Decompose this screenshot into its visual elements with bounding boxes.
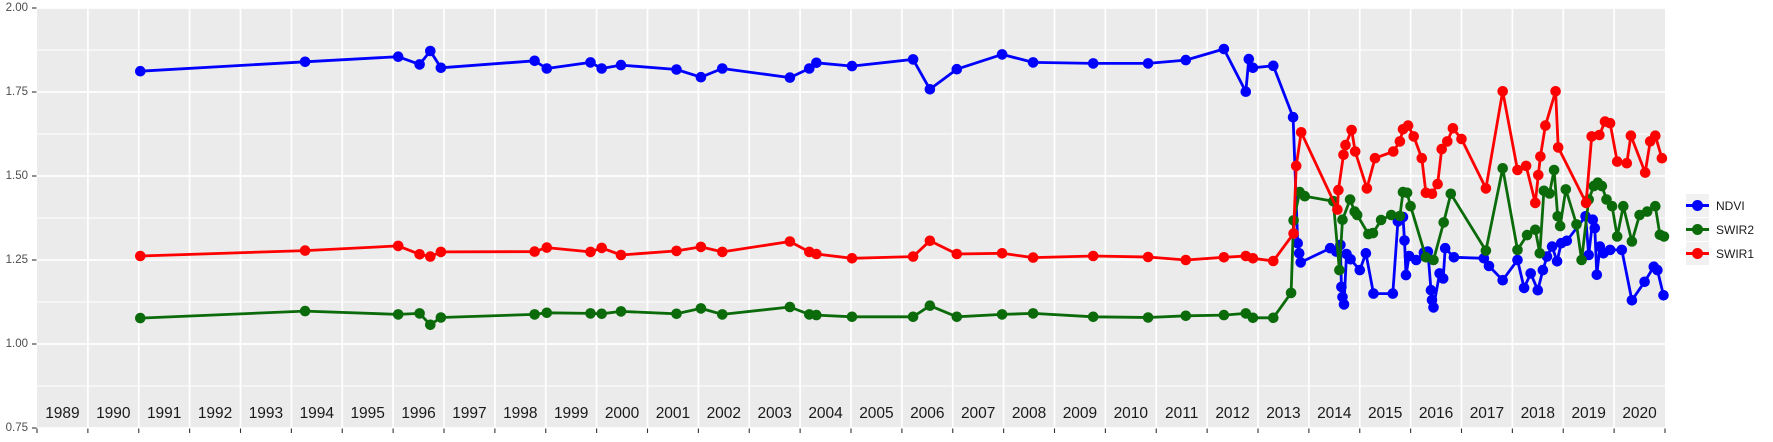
year-labels: 1989 1990 1991 1992 1993 1994 1995 1996 1997 1998… (45, 405, 1657, 422)
svg-text:2014: 2014 (1317, 405, 1352, 422)
svg-text:1994: 1994 (300, 405, 335, 422)
svg-text:1995: 1995 (350, 405, 384, 422)
legend-item-swir1: SWIR1 (1686, 242, 1754, 265)
point-glyph-icon (1692, 200, 1703, 211)
legend-key-swir2-icon (1686, 218, 1709, 241)
svg-text:2003: 2003 (757, 405, 791, 422)
svg-text:1.75: 1.75 (6, 86, 28, 98)
svg-text:2018: 2018 (1521, 405, 1555, 422)
svg-text:2005: 2005 (859, 405, 893, 422)
svg-text:2013: 2013 (1266, 405, 1300, 422)
svg-text:2002: 2002 (707, 405, 741, 422)
svg-text:1989: 1989 (45, 405, 79, 422)
axis-ticks (32, 7, 1666, 433)
legend-item-swir2: SWIR2 (1686, 218, 1754, 241)
svg-text:1991: 1991 (147, 405, 181, 422)
svg-text:1999: 1999 (554, 405, 588, 422)
legend-key-ndvi-icon (1686, 194, 1709, 217)
legend-item-ndvi: NDVI (1686, 194, 1754, 217)
svg-text:2006: 2006 (910, 405, 944, 422)
legend-label-swir2: SWIR2 (1716, 222, 1755, 237)
svg-text:1.00: 1.00 (6, 338, 28, 350)
series-swir1 (135, 86, 1668, 267)
svg-text:2008: 2008 (1012, 405, 1046, 422)
svg-text:0.75: 0.75 (6, 422, 28, 434)
legend-key-swir1-icon (1686, 242, 1709, 265)
svg-text:1990: 1990 (96, 405, 131, 422)
svg-text:2019: 2019 (1571, 405, 1605, 422)
svg-text:2015: 2015 (1368, 405, 1402, 422)
major-gridlines (37, 7, 1665, 429)
svg-text:2.00: 2.00 (6, 2, 28, 14)
svg-text:1.50: 1.50 (6, 170, 28, 182)
legend: NDVI SWIR2 SWIR1 (1686, 194, 1754, 265)
svg-text:2020: 2020 (1622, 405, 1657, 422)
svg-text:2009: 2009 (1063, 405, 1097, 422)
svg-text:2000: 2000 (605, 405, 640, 422)
point-glyph-icon (1692, 224, 1703, 235)
svg-text:2016: 2016 (1419, 405, 1453, 422)
svg-text:2007: 2007 (961, 405, 995, 422)
svg-text:2011: 2011 (1165, 405, 1198, 422)
svg-text:2017: 2017 (1470, 405, 1504, 422)
legend-label-swir1: SWIR1 (1716, 246, 1755, 261)
svg-text:2012: 2012 (1215, 405, 1249, 422)
svg-text:1992: 1992 (198, 405, 232, 422)
svg-text:1998: 1998 (503, 405, 537, 422)
svg-text:1997: 1997 (452, 405, 486, 422)
svg-text:1993: 1993 (249, 405, 283, 422)
series-swir2 (135, 163, 1670, 331)
svg-text:2001: 2001 (656, 405, 690, 422)
svg-text:2010: 2010 (1114, 405, 1149, 422)
point-glyph-icon (1692, 248, 1703, 259)
legend-label-ndvi: NDVI (1716, 198, 1745, 213)
svg-text:1.25: 1.25 (6, 254, 28, 266)
series-ndvi (135, 43, 1669, 313)
svg-text:1996: 1996 (401, 405, 435, 422)
svg-text:2004: 2004 (808, 405, 843, 422)
y-axis-labels: 2.00 1.75 1.50 1.25 1.00 0.75 (6, 2, 28, 434)
